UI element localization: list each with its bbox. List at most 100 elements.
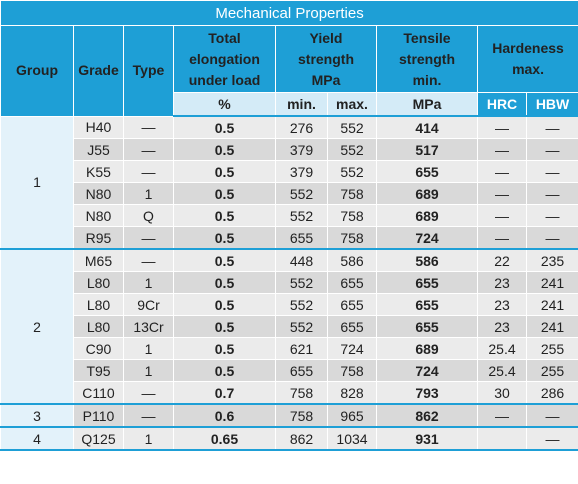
hrc-cell <box>477 427 527 451</box>
table-row: J55—0.5 379 552 517— — <box>1 138 578 161</box>
type-cell: 1 <box>123 359 174 382</box>
hardness-header: Hardeness max. <box>476 25 578 93</box>
table-row: C90 1 0.5 621 724 689 25.4 255 <box>1 337 578 360</box>
hrc-cell: 23 <box>477 315 527 338</box>
elongation-cell: 0.5 <box>173 293 276 316</box>
grade-cell: H40 <box>73 116 124 139</box>
tensile-header-line-1: Tensile <box>403 29 451 46</box>
subheader-row: % min. max. MPa HRC HBW <box>1 92 578 117</box>
type-header: Type <box>123 25 174 117</box>
hrc-cell: 25.4 <box>477 359 527 382</box>
hbw-cell: — <box>525 160 578 183</box>
table-row: N80 1 0.5 552 758 689— — <box>1 182 578 205</box>
elongation-cell: 0.5 <box>173 116 276 139</box>
hrc-cell: — <box>477 160 527 183</box>
yield-max-cell: 655 <box>327 271 377 294</box>
grade-cell: N80 <box>73 204 124 227</box>
yield-max-cell: 552 <box>327 138 377 161</box>
tensile-header-line-3: min. <box>412 71 442 88</box>
grade-cell: L80 <box>73 271 124 294</box>
tensile-cell: 724 <box>376 226 478 250</box>
type-cell: — <box>123 138 174 161</box>
yield-min-cell: 379 <box>275 160 328 183</box>
hbw-cell: 241 <box>525 271 578 294</box>
yield-header-line-1: Yield <box>309 29 343 46</box>
hrc-cell: — <box>477 226 527 250</box>
grade-cell: P110 <box>73 404 124 428</box>
grade-cell: C110 <box>73 381 124 405</box>
tensile-cell: 689 <box>376 182 478 205</box>
table-row: C110—0.7 758 828 793 30 286 <box>1 381 578 405</box>
yield-max-label: max. <box>327 92 377 117</box>
tensile-cell: 586 <box>376 249 478 272</box>
yield-min-cell: 655 <box>275 226 328 250</box>
tensile-header: Tensile strength min. <box>376 25 478 93</box>
hrc-cell: 23 <box>477 271 527 294</box>
elongation-cell: 0.7 <box>173 381 276 405</box>
yield-min-label: min. <box>275 92 328 117</box>
tensile-cell: 724 <box>376 359 478 382</box>
yield-max-cell: 758 <box>327 359 377 382</box>
elongation-header: Total elongation under load <box>173 25 276 93</box>
hrc-cell: — <box>477 182 527 205</box>
yield-min-cell: 621 <box>275 337 328 360</box>
hrc-cell: — <box>477 138 527 161</box>
type-cell: 1 <box>123 427 174 451</box>
group-cell: 3 <box>0 404 74 428</box>
hardness-header-line-2: max. <box>512 61 544 77</box>
hbw-cell: — <box>525 116 578 139</box>
hbw-cell: 235 <box>525 249 578 272</box>
hbw-cell: — <box>525 226 578 250</box>
elongation-cell: 0.5 <box>173 138 276 161</box>
type-cell: — <box>123 226 174 250</box>
yield-header-line-2: strength <box>298 50 354 67</box>
hardness-header-line-1: Hardeness <box>492 40 564 56</box>
elongation-cell: 0.5 <box>173 359 276 382</box>
type-cell: — <box>123 160 174 183</box>
yield-max-cell: 655 <box>327 315 377 338</box>
yield-min-cell: 448 <box>275 249 328 272</box>
elongation-cell: 0.6 <box>173 404 276 428</box>
hrc-cell: — <box>477 204 527 227</box>
table-row: L80 9Cr 0.5 552 655 655 23 241 <box>1 293 578 316</box>
elongation-header-line-1: Total <box>208 29 241 46</box>
yield-max-cell: 552 <box>327 160 377 183</box>
yield-max-cell: 758 <box>327 182 377 205</box>
tensile-header-line-2: strength <box>399 50 455 67</box>
table-row: 1 H40—0.5 276 552 414— — <box>0 116 578 250</box>
table-row: T95 1 0.5 655 758 724 25.4 255 <box>1 359 578 382</box>
tensile-cell: 689 <box>376 204 478 227</box>
tensile-cell: 655 <box>376 271 478 294</box>
grade-cell: N80 <box>73 182 124 205</box>
yield-max-cell: 586 <box>327 249 377 272</box>
hrc-cell: 30 <box>477 381 527 405</box>
hbw-cell: — <box>525 204 578 227</box>
yield-min-cell: 276 <box>275 116 328 139</box>
grade-cell: C90 <box>73 337 124 360</box>
grade-cell: L80 <box>73 293 124 316</box>
group-header: Group <box>0 25 74 117</box>
group-cell: 1 <box>0 116 74 250</box>
yield-min-cell: 862 <box>275 427 328 451</box>
yield-min-cell: 758 <box>275 381 328 405</box>
hbw-label: HBW <box>525 92 578 117</box>
tensile-cell: 655 <box>376 160 478 183</box>
header-row: Group Grade Type Total elongation under … <box>0 25 578 117</box>
tensile-cell: 931 <box>376 427 478 451</box>
elongation-cell: 0.5 <box>173 182 276 205</box>
yield-max-cell: 758 <box>327 226 377 250</box>
group-cell: 4 <box>0 427 74 451</box>
hbw-cell: — <box>525 182 578 205</box>
type-cell: 1 <box>123 271 174 294</box>
grade-cell: T95 <box>73 359 124 382</box>
grade-cell: R95 <box>73 226 124 250</box>
type-cell: — <box>123 116 174 139</box>
hrc-cell: — <box>477 116 527 139</box>
grade-cell: J55 <box>73 138 124 161</box>
elongation-cell: 0.5 <box>173 337 276 360</box>
type-cell: — <box>123 249 174 272</box>
hbw-cell: — <box>525 138 578 161</box>
yield-max-cell: 828 <box>327 381 377 405</box>
yield-min-cell: 552 <box>275 204 328 227</box>
tensile-cell: 689 <box>376 337 478 360</box>
